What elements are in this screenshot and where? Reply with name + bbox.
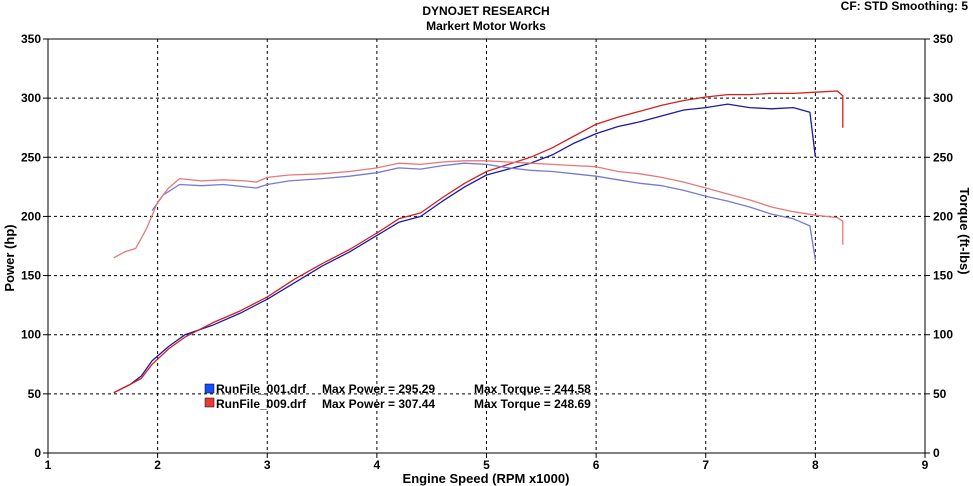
x-axis-label: Engine Speed (RPM x1000) [403, 471, 570, 486]
y-tick-label-right: 300 [933, 91, 953, 105]
legend-file-1: RunFile_001.drf [216, 382, 307, 396]
series-line-power-runfile-009-drf [113, 90, 844, 394]
y-tick-label-left: 300 [21, 91, 41, 105]
y-tick-label-left: 350 [21, 32, 41, 46]
y-tick-label-right: 350 [933, 32, 953, 46]
cf-smoothing-label: CF: STD Smoothing: 5 [841, 0, 969, 13]
x-tick-label: 3 [264, 458, 271, 472]
legend-torque-2: Max Torque = 248.69 [474, 397, 591, 411]
y-tick-label-right: 100 [933, 328, 953, 342]
legend-file-2: RunFile_009.drf [216, 397, 307, 411]
x-tick-label: 6 [593, 458, 600, 472]
y-tick-label-left: 50 [28, 387, 42, 401]
x-tick-label: 5 [483, 458, 490, 472]
y-tick-label-left: 200 [21, 209, 41, 223]
x-tick-label: 1 [45, 458, 52, 472]
legend-torque-1: Max Torque = 244.58 [474, 382, 591, 396]
x-tick-label: 7 [702, 458, 709, 472]
legend: RunFile_001.drf Max Power = 295.29 Max T… [204, 382, 591, 411]
y-tick-label-left: 0 [34, 446, 41, 460]
y-axis-label-left: Power (hp) [2, 224, 17, 291]
chart-subtitle: Markert Motor Works [426, 19, 546, 33]
series-line-torque-runfile-001-drf [151, 162, 817, 261]
legend-swatch-red [204, 397, 215, 408]
legend-swatch-blue [204, 383, 215, 394]
y-tick-label-left: 250 [21, 150, 41, 164]
x-tick-label: 8 [812, 458, 819, 472]
y-tick-label-right: 50 [933, 387, 947, 401]
chart-title: DYNOJET RESEARCH [422, 4, 549, 18]
x-tick-label: 9 [922, 458, 929, 472]
y-tick-label-right: 150 [933, 269, 953, 283]
x-tick-label: 2 [154, 458, 161, 472]
y-tick-label-left: 150 [21, 269, 41, 283]
legend-power-1: Max Power = 295.29 [322, 382, 435, 396]
series-lines [113, 90, 844, 394]
y-tick-label-left: 100 [21, 328, 41, 342]
y-tick-label-right: 250 [933, 150, 953, 164]
y-tick-label-right: 200 [933, 209, 953, 223]
series-line-power-runfile-001-drf [113, 103, 817, 394]
x-tick-label: 4 [374, 458, 381, 472]
legend-power-2: Max Power = 307.44 [322, 397, 435, 411]
y-axis-label-right: Torque (ft-lbs) [957, 187, 972, 274]
y-tick-label-right: 0 [933, 446, 940, 460]
series-line-torque-runfile-009-drf [113, 160, 844, 259]
